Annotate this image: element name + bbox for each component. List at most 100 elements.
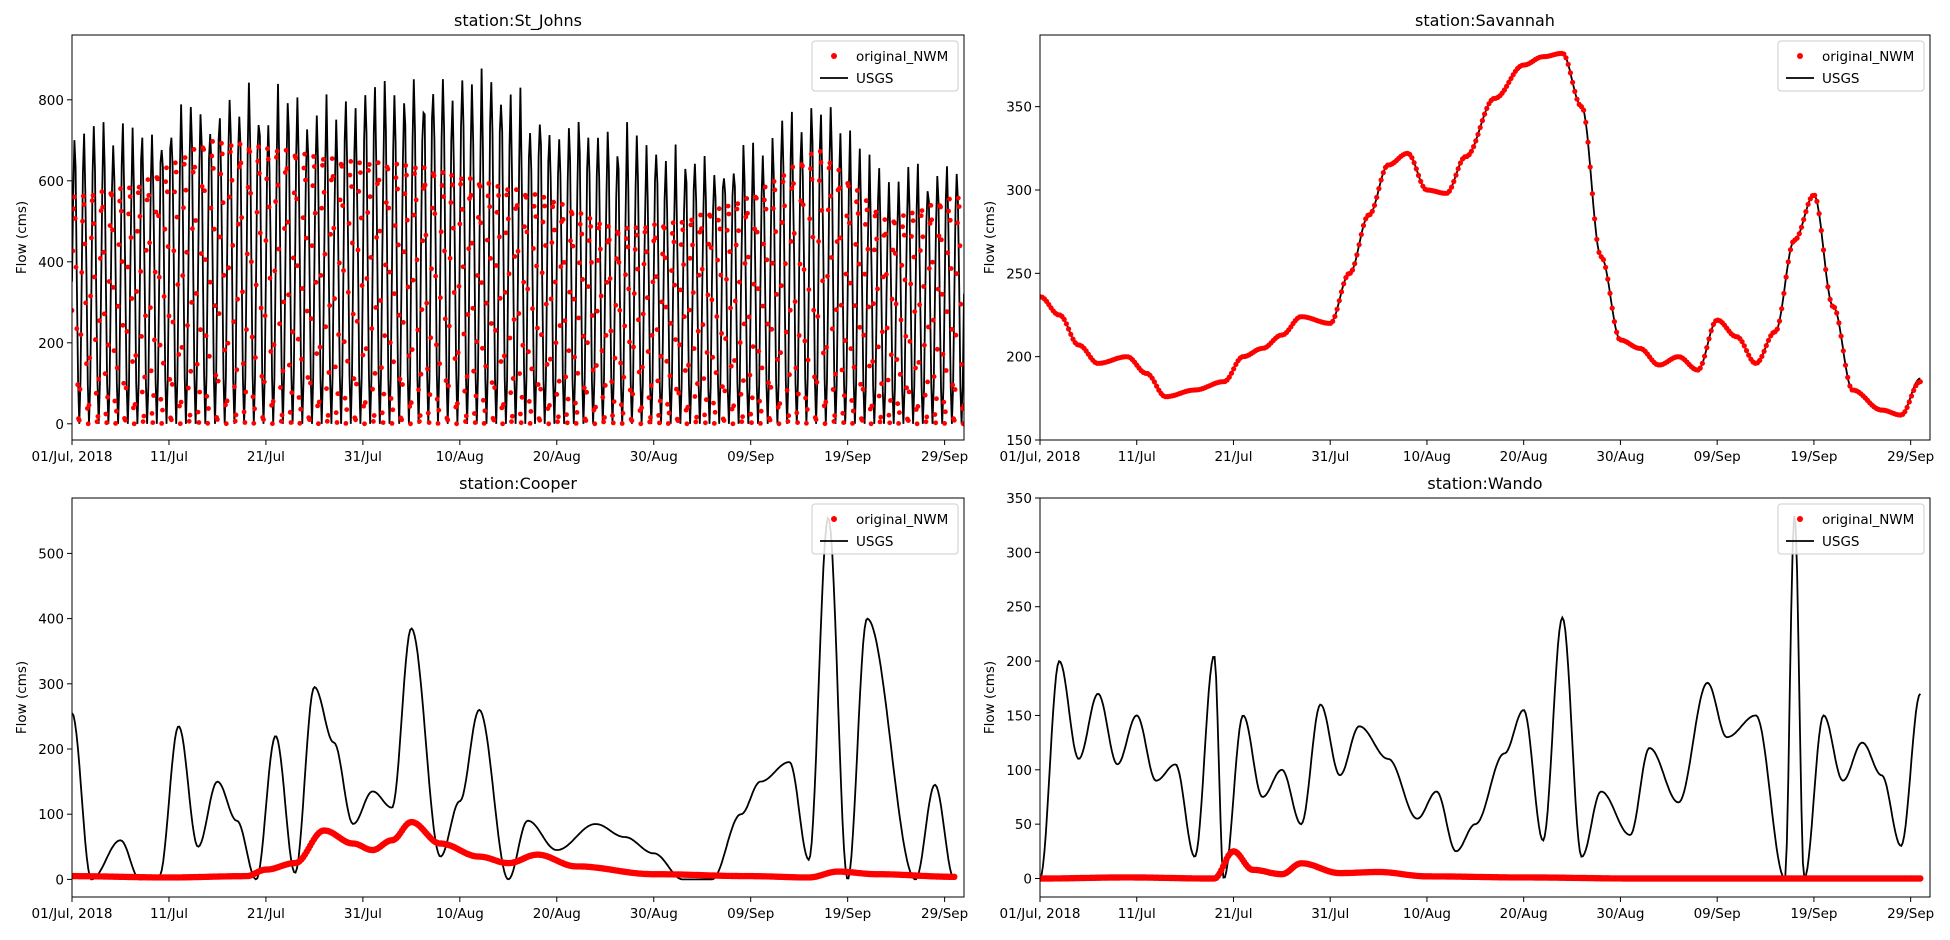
st-johns-nwm-point: [942, 421, 947, 426]
st-johns-nwm-point: [101, 311, 107, 317]
st-johns-nwm-point: [182, 155, 188, 161]
st-johns-nwm-point: [144, 197, 150, 203]
savannah-nwm-point: [1834, 310, 1840, 316]
st-johns-nwm-point: [394, 161, 400, 167]
st-johns-nwm-point: [924, 414, 930, 420]
st-johns-nwm-point: [795, 420, 800, 425]
st-johns-nwm-point: [275, 182, 281, 188]
st-johns-nwm-point: [892, 220, 897, 226]
st-johns-nwm-point: [615, 231, 621, 236]
st-johns-nwm-point: [800, 163, 805, 169]
st-johns-nwm-point: [188, 368, 194, 374]
savannah-nwm-point: [1796, 231, 1802, 237]
st-johns-nwm-point: [712, 409, 718, 415]
st-johns-nwm-point: [909, 234, 914, 239]
st-johns-nwm-point: [861, 332, 867, 338]
st-johns-nwm-point: [774, 292, 779, 297]
st-johns-nwm-point: [97, 318, 102, 324]
st-johns-nwm-point: [749, 395, 755, 401]
st-johns-nwm-point: [874, 236, 880, 242]
st-johns-nwm-point: [523, 194, 529, 200]
st-johns-nwm-point: [589, 313, 595, 318]
savannah-nwm-point: [1360, 222, 1367, 229]
st-johns-nwm-point: [599, 348, 605, 354]
cooper-legend-nwm-label: original_NWM: [856, 512, 948, 528]
st-johns-nwm-point: [888, 352, 894, 358]
st-johns-xtick-label: 09/Sep: [727, 449, 774, 465]
st-johns-nwm-point: [72, 206, 76, 212]
st-johns-nwm-point: [461, 331, 467, 337]
st-johns-nwm-point: [595, 258, 601, 263]
st-johns-nwm-point: [286, 292, 291, 298]
st-johns-nwm-point: [862, 271, 867, 277]
st-johns-nwm-point: [563, 374, 569, 380]
savannah-nwm-point: [1574, 96, 1580, 102]
st-johns-nwm-point: [791, 231, 797, 236]
st-johns-nwm-point: [309, 243, 315, 249]
savannah-legend-nwm-label: original_NWM: [1822, 49, 1914, 65]
st-johns-nwm-point: [577, 260, 582, 266]
st-johns-nwm-point: [280, 368, 286, 374]
st-johns-nwm-point: [237, 141, 243, 147]
st-johns-nwm-point: [821, 350, 826, 356]
st-johns-nwm-point: [81, 202, 87, 207]
st-johns-ytick-label: 800: [38, 93, 64, 109]
st-johns-nwm-point: [492, 385, 497, 390]
savannah-nwm-point: [1904, 404, 1910, 410]
st-johns-nwm-point: [117, 198, 123, 204]
savannah-nwm-point: [1583, 119, 1589, 125]
st-johns-nwm-point: [669, 231, 675, 236]
st-johns-nwm-point: [345, 358, 350, 364]
st-johns-nwm-point: [434, 396, 440, 402]
st-johns-nwm-point: [396, 242, 401, 248]
st-johns-nwm-point: [737, 279, 742, 285]
st-johns-nwm-point: [312, 210, 318, 216]
st-johns-nwm-point: [165, 244, 171, 250]
st-johns-nwm-point: [619, 421, 625, 426]
st-johns-nwm-point: [703, 397, 709, 403]
st-johns-nwm-point: [303, 235, 309, 241]
st-johns-nwm-point: [838, 235, 843, 241]
st-johns-nwm-point: [514, 203, 520, 208]
st-johns-nwm-point: [677, 342, 682, 348]
st-johns-nwm-point: [665, 421, 671, 426]
savannah-nwm-point: [1743, 348, 1750, 354]
st-johns-nwm-point: [851, 364, 857, 370]
st-johns-nwm-point: [209, 153, 215, 159]
st-johns-nwm-point: [433, 273, 438, 279]
st-johns-nwm-point: [350, 311, 356, 317]
st-johns-nwm-point: [286, 362, 292, 368]
st-johns-nwm-point: [740, 414, 745, 420]
st-johns-nwm-point: [413, 197, 419, 203]
st-johns-nwm-point: [151, 393, 157, 398]
st-johns-nwm-point: [328, 231, 333, 237]
st-johns-nwm-point: [825, 273, 830, 279]
st-johns-nwm-point: [404, 217, 410, 223]
st-johns-xtick-label: 31/Jul: [344, 449, 382, 465]
st-johns-nwm-point: [849, 398, 855, 403]
savannah-nwm-point: [1746, 352, 1752, 358]
st-johns-nwm-point: [263, 238, 269, 244]
st-johns-nwm-point: [704, 350, 710, 355]
st-johns-nwm-point: [126, 211, 131, 217]
savannah-nwm-point: [1823, 266, 1829, 273]
st-johns-nwm-point: [321, 189, 327, 195]
st-johns-nwm-point: [608, 328, 614, 334]
st-johns-nwm-point: [164, 189, 170, 195]
st-johns-nwm-point: [738, 391, 744, 397]
st-johns-nwm-point: [317, 344, 323, 350]
st-johns-nwm-point: [947, 217, 953, 223]
st-johns-nwm-point: [156, 213, 161, 219]
st-johns-nwm-point: [125, 264, 131, 270]
savannah-nwm-point: [1704, 345, 1710, 351]
st-johns-nwm-point: [880, 329, 885, 335]
st-johns-nwm-point: [135, 190, 141, 196]
st-johns-nwm-point: [233, 412, 239, 418]
st-johns-nwm-point: [585, 340, 590, 346]
st-johns-nwm-point: [403, 163, 409, 168]
st-johns-nwm-point: [354, 381, 359, 387]
st-johns-nwm-point: [231, 319, 237, 325]
st-johns-nwm-point: [337, 260, 342, 266]
st-johns-nwm-point: [408, 400, 414, 406]
st-johns-nwm-point: [587, 216, 593, 221]
